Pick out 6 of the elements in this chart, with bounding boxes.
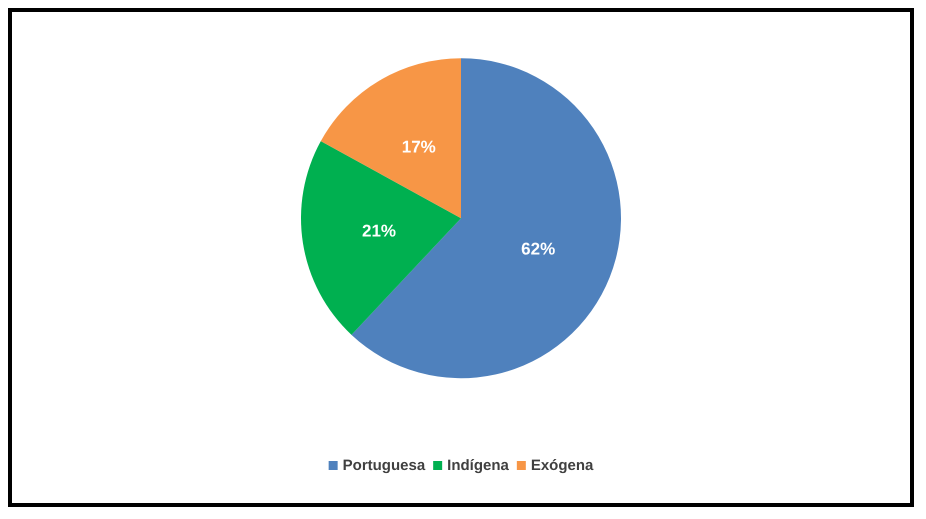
legend-label: Exógena (530, 457, 594, 474)
data-label: 21% (362, 222, 396, 241)
data-label: 62% (521, 239, 556, 258)
data-label: 17% (402, 137, 436, 156)
legend-label: Portuguesa (342, 457, 426, 474)
legend-label: Indígena (447, 457, 510, 474)
